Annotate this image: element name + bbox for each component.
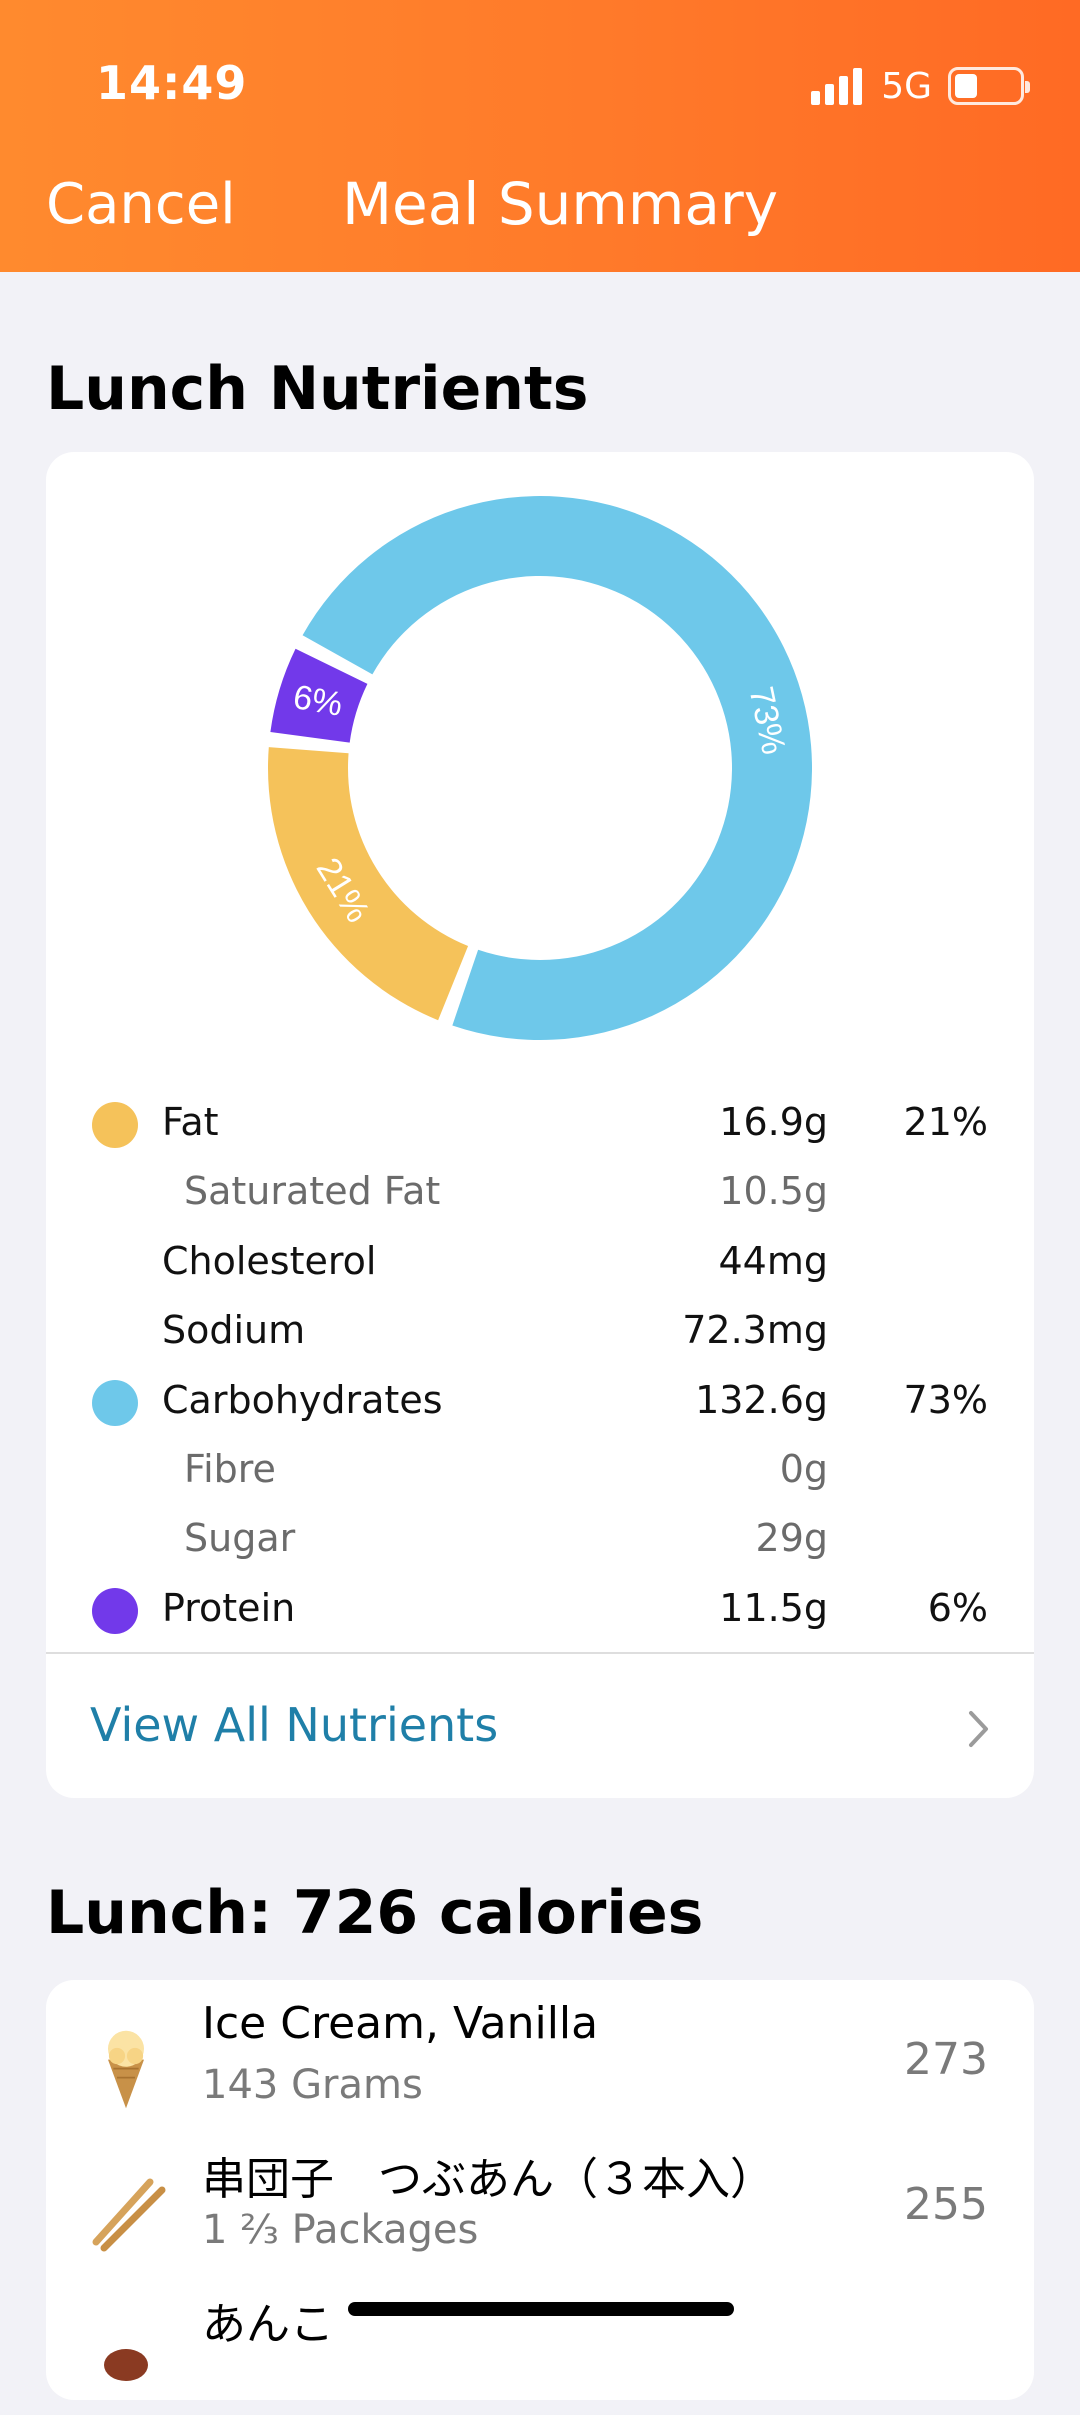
- nutrient-row: Protein 11.5g 6%: [46, 1578, 1034, 1638]
- nutrient-row: Cholesterol 44mg: [46, 1231, 1034, 1291]
- nutrients-heading: Lunch Nutrients: [46, 354, 589, 424]
- food-item[interactable]: 串団子 つぶあん（３本入） 1 ⅔ Packages 255: [46, 2125, 1034, 2270]
- lunch-heading: Lunch: 726 calories: [46, 1878, 704, 1948]
- nutrient-row: Sodium 72.3mg: [46, 1300, 1034, 1360]
- nutrient-label: Carbohydrates: [162, 1377, 443, 1422]
- app-header: 14:49 5G Cancel Meal Summary: [0, 0, 1080, 272]
- nutrient-row: Sugar 29g: [46, 1508, 1034, 1568]
- food-quantity: 143 Grams: [202, 2062, 423, 2108]
- chevron-right-icon: [969, 1711, 988, 1747]
- network-type: 5G: [881, 65, 932, 107]
- food-item[interactable]: Ice Cream, Vanilla 143 Grams 273: [46, 1980, 1034, 2125]
- nutrient-amount: 0g: [779, 1447, 828, 1491]
- cancel-button[interactable]: Cancel: [46, 172, 236, 237]
- battery-icon: [948, 67, 1030, 105]
- nutrient-amount: 16.9g: [719, 1100, 828, 1144]
- macro-donut-chart: 6% 73%21%: [267, 496, 813, 1040]
- food-name: あんこ: [202, 2299, 334, 2350]
- food-icon: [104, 2349, 148, 2381]
- nutrient-row: Carbohydrates 132.6g 73%: [46, 1370, 1034, 1430]
- ice-cream-icon: [108, 2030, 144, 2109]
- status-time: 14:49: [96, 56, 248, 110]
- food-quantity: 1 ⅔ Packages: [202, 2207, 479, 2253]
- nutrient-row: Fibre 0g: [46, 1439, 1034, 1499]
- protein-percent-label: 6%: [290, 678, 345, 724]
- fat-slice: [267, 747, 469, 1021]
- nutrient-row: Saturated Fat 10.5g: [46, 1161, 1034, 1221]
- nutrient-amount: 11.5g: [719, 1585, 828, 1630]
- nutrient-label: Sodium: [162, 1308, 306, 1353]
- card-divider: [46, 1652, 1034, 1654]
- nutrient-percent: 6%: [927, 1585, 988, 1630]
- nutrients-card: 6% 73% 21% Fat 16.9g 21% Saturated Fat 10.5g Ch…: [46, 452, 1034, 1798]
- nutrient-amount: 44mg: [718, 1238, 829, 1283]
- home-indicator: [348, 2302, 734, 2316]
- skewer-icon: [92, 2178, 166, 2252]
- legend-color-dot: [92, 1102, 138, 1148]
- nutrient-label: Saturated Fat: [184, 1169, 441, 1214]
- nutrient-percent: 21%: [903, 1100, 988, 1144]
- food-calories: 273: [904, 2034, 988, 2085]
- nutrient-amount: 132.6g: [695, 1377, 828, 1422]
- nutrient-label: Fat: [162, 1100, 219, 1144]
- view-all-nutrients-link[interactable]: View All Nutrients: [46, 1654, 1034, 1794]
- nutrient-label: Cholesterol: [162, 1238, 377, 1283]
- food-name: Ice Cream, Vanilla: [202, 1998, 599, 2049]
- view-all-nutrients-label: View All Nutrients: [90, 1698, 499, 1752]
- protein-slice: [270, 648, 368, 743]
- nutrient-row: Fat 16.9g 21%: [46, 1092, 1034, 1152]
- signal-icon: [811, 67, 867, 105]
- food-calories: 255: [904, 2179, 988, 2230]
- status-icons: 5G: [811, 62, 1030, 110]
- lunch-foods-card: Ice Cream, Vanilla 143 Grams 273 串団子 つぶあ…: [46, 1980, 1034, 2400]
- nutrient-label: Sugar: [184, 1516, 296, 1561]
- nutrient-label: Fibre: [184, 1447, 276, 1491]
- food-name: 串団子 つぶあん（３本入）: [202, 2154, 774, 2205]
- food-item[interactable]: あんこ: [46, 2270, 1034, 2415]
- nutrient-label: Protein: [162, 1585, 296, 1630]
- page-title: Meal Summary: [342, 170, 779, 238]
- carbohydrates-slice: [302, 496, 813, 1040]
- nutrient-amount: 10.5g: [719, 1169, 828, 1214]
- nutrient-amount: 72.3mg: [682, 1308, 828, 1353]
- legend-color-dot: [92, 1379, 138, 1426]
- nutrient-amount: 29g: [755, 1516, 828, 1561]
- nutrient-percent: 73%: [903, 1377, 988, 1422]
- legend-color-dot: [92, 1587, 138, 1634]
